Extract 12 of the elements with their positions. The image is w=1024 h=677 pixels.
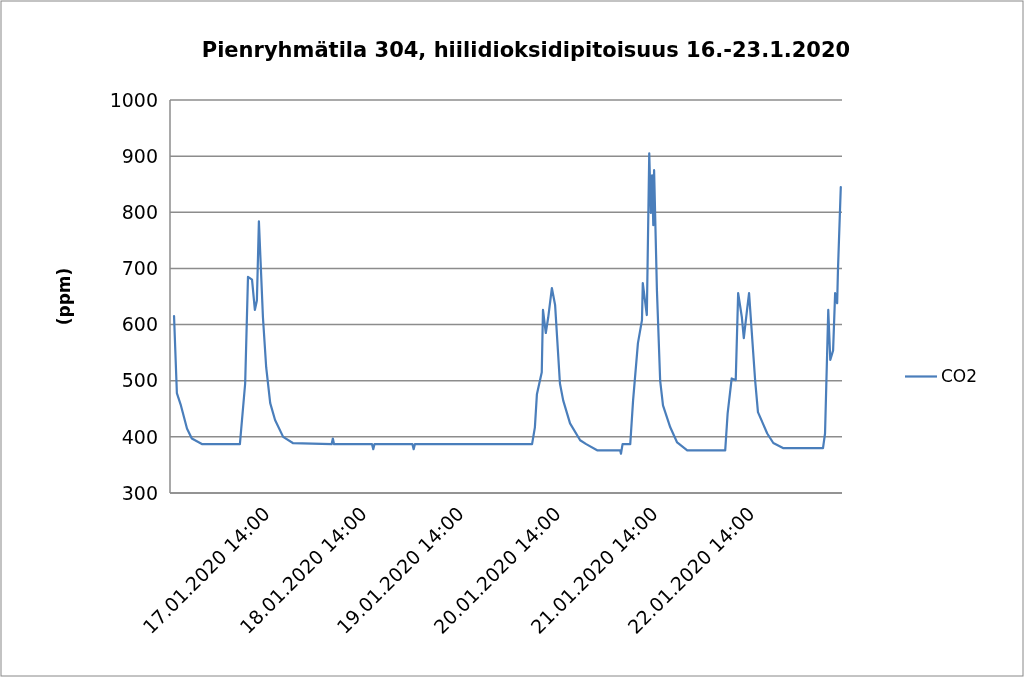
y-tick-label: 800: [121, 200, 158, 223]
y-tick-label: 700: [121, 257, 158, 280]
y-axis-title: (ppm): [54, 267, 74, 326]
y-tick-label: 400: [121, 425, 158, 448]
y-tick-label: 900: [121, 144, 158, 167]
line-series: [172, 152, 842, 455]
y-tick-label: 1000: [109, 88, 158, 111]
y-tick-label: 600: [121, 313, 158, 336]
y-tick-label: 500: [121, 369, 158, 392]
y-tick-label: 300: [121, 481, 158, 504]
legend-label: CO2: [941, 366, 978, 387]
chart-title: Pienryhmätila 304, hiilidioksidipitoisuus 16.-23.1.2020: [201, 38, 851, 62]
